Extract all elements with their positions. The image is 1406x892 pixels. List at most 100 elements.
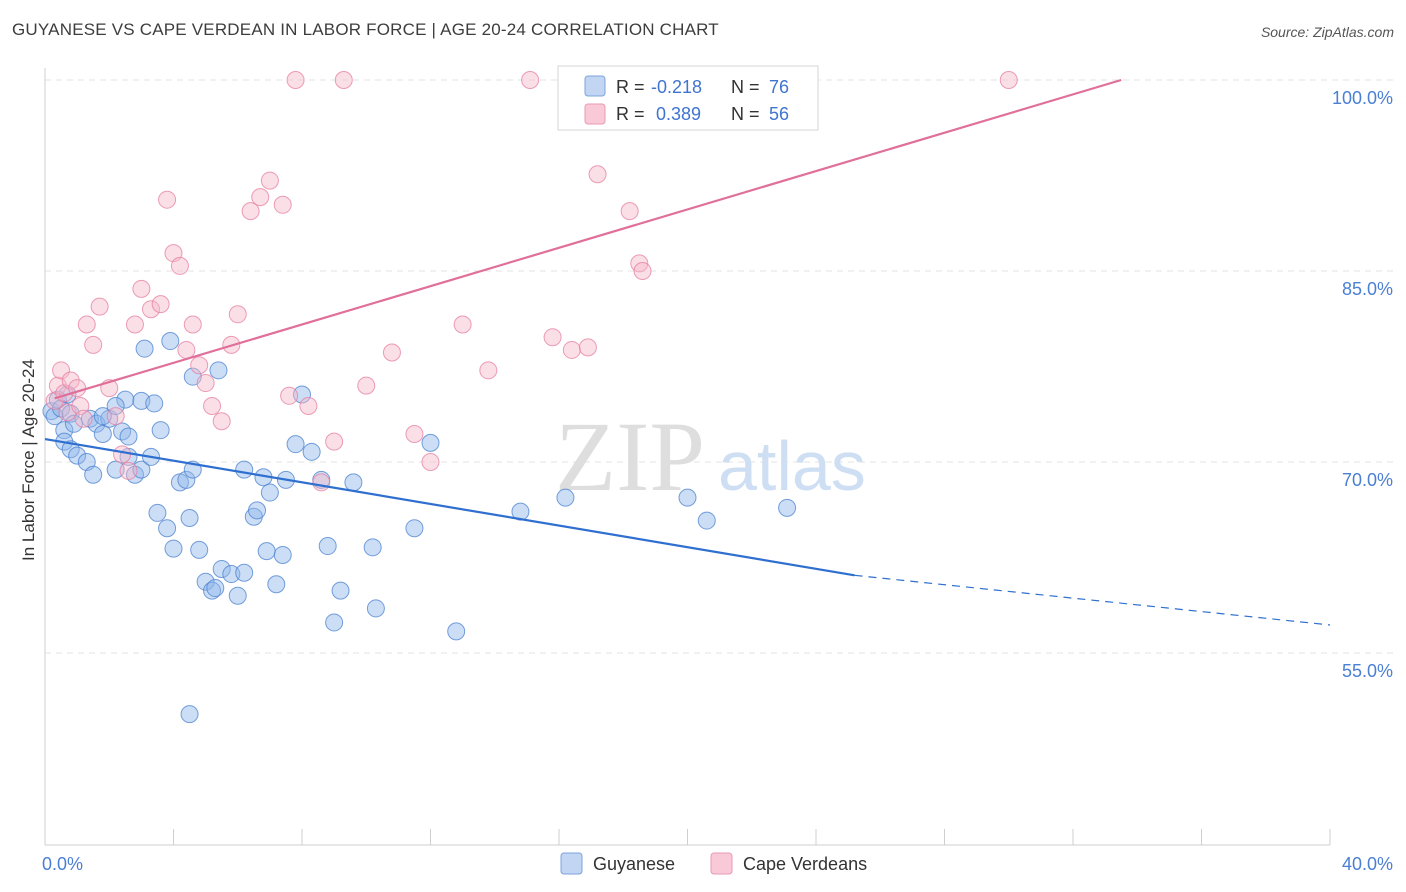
point-guyanese-12 (84, 465, 103, 484)
y-tick-labels: 100.0% 85.0% 70.0% 55.0% (1332, 88, 1393, 681)
point-cape-verdean-40 (334, 71, 353, 89)
legend-n-value-1: 76 (769, 77, 789, 97)
point-cape-verdean-45 (453, 315, 472, 334)
point-cape-verdean-35 (280, 386, 299, 405)
point-guyanese-74 (778, 498, 797, 517)
y-tick-label-0: 100.0% (1332, 88, 1393, 108)
x-tick-max: 40.0% (1342, 854, 1393, 874)
y-tick-label-3: 55.0% (1342, 661, 1393, 681)
point-guyanese-69 (235, 460, 254, 479)
point-guyanese-24 (148, 503, 167, 522)
point-cape-verdean-36 (286, 71, 305, 89)
trend-guyanese-extension (854, 574, 1331, 626)
data-points (42, 71, 1018, 724)
point-guyanese-71 (556, 488, 575, 507)
point-guyanese-59 (177, 470, 196, 489)
point-cape-verdean-32 (251, 188, 270, 207)
point-guyanese-72 (678, 488, 697, 507)
point-guyanese-57 (119, 427, 138, 446)
point-cape-verdean-11 (90, 297, 109, 316)
legend-n-label-1: N = (731, 77, 760, 97)
point-guyanese-45 (293, 385, 311, 404)
point-cape-verdean-37 (299, 396, 318, 415)
point-guyanese-58 (151, 421, 170, 440)
point-guyanese-46 (302, 442, 321, 461)
point-guyanese-19 (116, 390, 135, 409)
point-guyanese-29 (190, 540, 209, 559)
point-cape-verdean-27 (203, 396, 222, 415)
point-cape-verdean-34 (273, 195, 292, 214)
point-guyanese-34 (222, 565, 241, 584)
point-cape-verdean-17 (132, 279, 151, 298)
point-guyanese-25 (158, 519, 177, 538)
point-cape-verdean-38 (312, 473, 331, 492)
point-guyanese-48 (318, 537, 337, 556)
trend-cape-verdean (54, 78, 1122, 400)
point-guyanese-17 (106, 460, 125, 479)
correlation-legend: R = -0.218 N = 76 R = 0.389 N = 56 (557, 65, 819, 131)
point-cape-verdean-8 (74, 409, 93, 428)
legend-n-label-2: N = (731, 104, 760, 124)
point-guyanese-41 (267, 575, 286, 594)
point-guyanese-55 (421, 433, 440, 452)
point-guyanese-22 (132, 460, 151, 479)
point-guyanese-30 (196, 572, 215, 591)
point-cape-verdean-50 (578, 338, 597, 357)
point-cape-verdean-18 (142, 300, 161, 319)
series-legend-swatch-cape-verdeans (710, 852, 733, 875)
point-cape-verdean-46 (479, 361, 498, 380)
point-guyanese-54 (405, 519, 424, 538)
legend-swatch-cape-verdeans (584, 103, 606, 125)
point-cape-verdean-5 (61, 371, 80, 390)
point-cape-verdean-55 (999, 71, 1018, 89)
point-cape-verdean-22 (170, 256, 189, 275)
point-cape-verdean-54 (633, 262, 652, 280)
point-guyanese-76 (257, 542, 276, 561)
point-cape-verdean-15 (119, 461, 138, 480)
point-guyanese-75 (180, 705, 199, 724)
legend-swatch-guyanese (584, 75, 606, 97)
point-cape-verdean-25 (190, 356, 209, 375)
point-cape-verdean-23 (177, 340, 196, 359)
series-legend-guyanese: Guyanese (593, 854, 675, 874)
point-guyanese-33 (212, 559, 231, 578)
series-legend: Guyanese Cape Verdeans (560, 852, 867, 875)
point-cape-verdean-42 (382, 343, 401, 362)
series-legend-swatch-guyanese (560, 852, 583, 875)
point-guyanese-67 (209, 361, 228, 380)
trend-guyanese (44, 437, 855, 577)
x-tick-min: 0.0% (42, 854, 83, 874)
point-guyanese-44 (286, 435, 305, 454)
point-cape-verdean-33 (260, 171, 279, 190)
point-guyanese-38 (248, 501, 267, 520)
point-guyanese-61 (106, 396, 125, 415)
point-guyanese-35 (228, 586, 247, 605)
point-cape-verdean-47 (521, 71, 540, 89)
series-legend-cape-verdeans: Cape Verdeans (743, 854, 867, 874)
source-credit: Source: ZipAtlas.com (1260, 24, 1394, 40)
point-guyanese-10 (68, 446, 87, 465)
point-guyanese-40 (260, 483, 279, 502)
y-tick-label-2: 70.0% (1342, 470, 1393, 490)
point-guyanese-26 (164, 539, 183, 558)
point-guyanese-50 (331, 581, 350, 600)
watermark-atlas: atlas (718, 427, 866, 505)
point-cape-verdean-26 (196, 374, 215, 393)
point-guyanese-53 (366, 599, 385, 618)
point-guyanese-66 (145, 394, 164, 413)
point-guyanese-56 (447, 622, 466, 641)
point-guyanese-62 (93, 407, 112, 426)
point-guyanese-36 (235, 563, 254, 582)
point-cape-verdean-44 (421, 453, 440, 471)
point-cape-verdean-30 (228, 305, 247, 324)
point-cape-verdean-24 (183, 315, 202, 334)
point-guyanese-28 (180, 509, 199, 528)
y-tick-label-1: 85.0% (1342, 279, 1393, 299)
point-guyanese-31 (203, 581, 222, 600)
y-axis-label: In Labor Force | Age 20-24 (19, 359, 38, 561)
point-guyanese-15 (93, 424, 112, 443)
point-cape-verdean-39 (325, 432, 344, 451)
point-cape-verdean-20 (158, 190, 177, 209)
point-cape-verdean-51 (588, 165, 607, 184)
